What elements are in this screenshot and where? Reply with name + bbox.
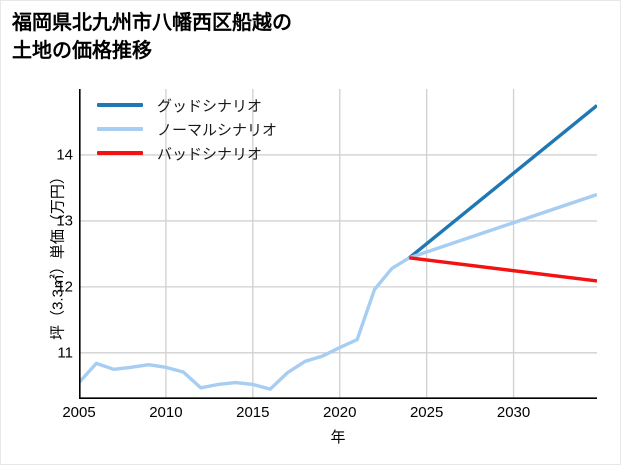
legend-color-swatch xyxy=(97,103,143,107)
plot-svg xyxy=(79,89,597,399)
y-axis-tick-labels: 11 12 13 14 xyxy=(27,89,73,399)
legend-color-swatch xyxy=(97,151,143,155)
legend-color-swatch xyxy=(97,127,143,131)
series-line xyxy=(408,104,597,260)
series-line xyxy=(79,256,411,391)
series-line xyxy=(409,256,597,283)
y-tick-label: 12 xyxy=(56,278,73,296)
y-tick-label: 13 xyxy=(56,212,73,230)
legend-item-label: ノーマルシナリオ xyxy=(157,121,278,139)
chart-title: 福岡県北九州市八幡西区船越の 土地の価格推移 xyxy=(12,12,292,62)
legend-item-label: バッドシナリオ xyxy=(157,145,263,163)
x-tick-label: 2025 xyxy=(409,404,444,421)
x-axis-title: 年 xyxy=(330,429,346,446)
x-tick-label: 2030 xyxy=(496,404,531,421)
legend-item[interactable]: グッドシナリオ xyxy=(97,93,277,117)
gridlines xyxy=(79,89,597,399)
x-tick-label: 2010 xyxy=(149,404,183,421)
x-tick-label: 2020 xyxy=(323,404,357,421)
plot-area xyxy=(79,89,597,399)
x-tick-label: 2005 xyxy=(62,404,96,421)
legend-item[interactable]: バッドシナリオ xyxy=(97,141,277,165)
series-line xyxy=(408,192,597,260)
x-axis-tick-labels: 2005 2010 2015 2020 2025 2030 xyxy=(62,404,597,426)
legend-item[interactable]: ノーマルシナリオ xyxy=(97,117,277,141)
y-tick-label: 14 xyxy=(56,146,73,164)
data-series-group xyxy=(79,104,597,391)
x-tick-label: 2015 xyxy=(236,404,270,421)
y-tick-label: 11 xyxy=(57,344,73,362)
legend-item-label: グッドシナリオ xyxy=(157,97,263,115)
chart-legend: グッドシナリオ ノーマルシナリオ バッドシナリオ xyxy=(93,89,283,169)
